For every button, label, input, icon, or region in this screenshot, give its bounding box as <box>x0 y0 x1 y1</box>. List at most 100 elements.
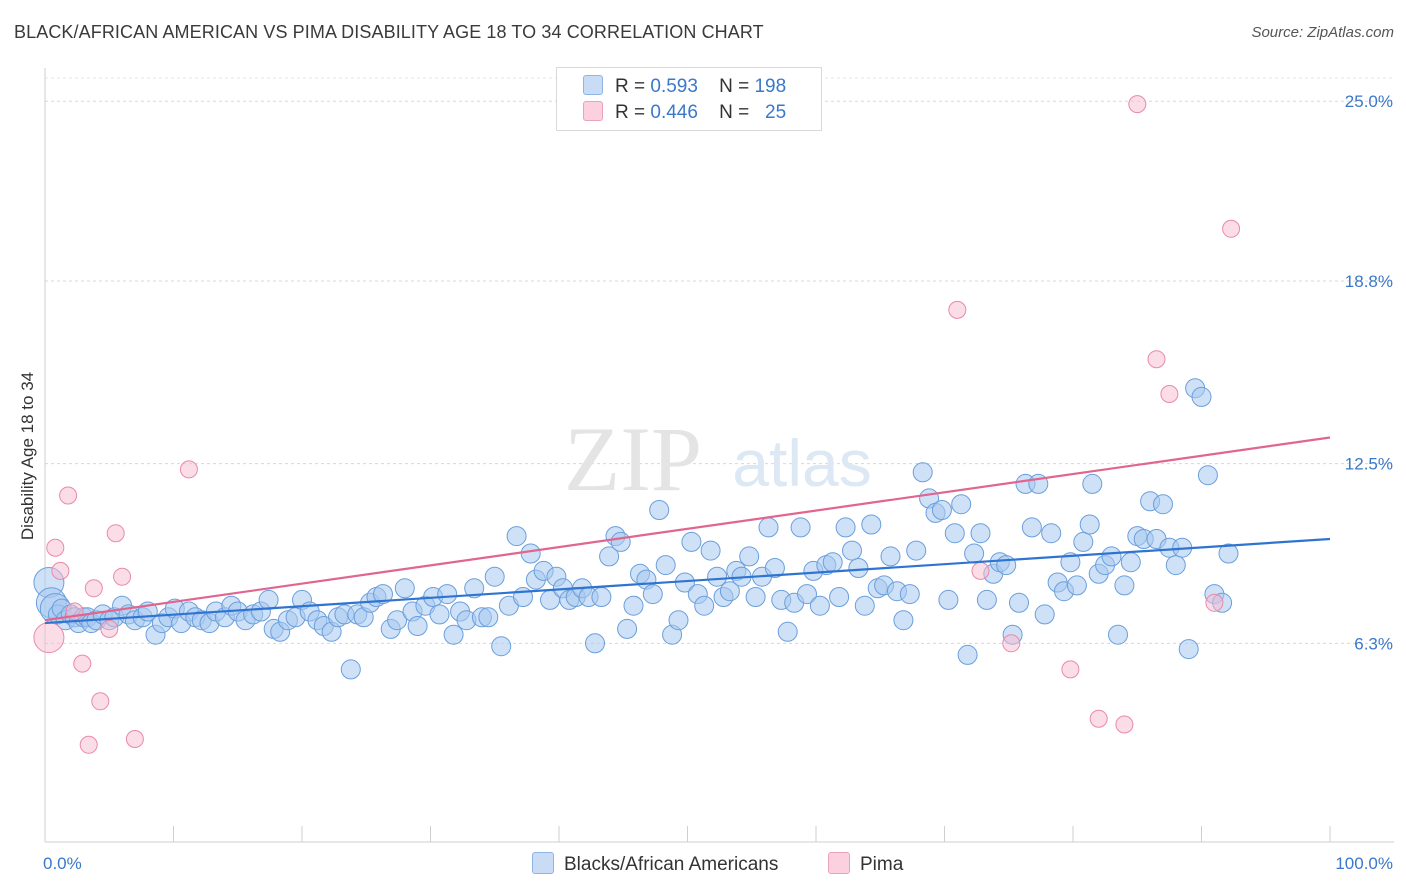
point-blacks <box>739 546 760 567</box>
point-blacks <box>649 500 670 520</box>
point-blacks <box>777 621 798 642</box>
point-blacks <box>506 526 527 547</box>
point-blacks <box>809 595 830 616</box>
point-blacks <box>617 618 638 639</box>
bottom-legend-swatch-pima <box>828 852 850 874</box>
point-pima <box>1205 593 1224 612</box>
point-blacks <box>964 543 985 564</box>
point-blacks <box>938 589 959 610</box>
legend-r-label: R = <box>615 76 646 97</box>
point-pima <box>79 735 98 754</box>
point-blacks <box>655 555 676 576</box>
point-pima <box>91 692 110 711</box>
point-blacks <box>443 624 464 645</box>
watermark-atlas: atlas <box>732 426 871 500</box>
legend-r-value: 0.446 <box>650 102 698 123</box>
point-blacks <box>1153 494 1173 515</box>
legend-swatch-pima <box>583 101 603 121</box>
gridlines <box>45 77 1394 644</box>
point-blacks <box>407 616 428 636</box>
bottom-legend-label-blacks: Blacks/African Americans <box>564 854 779 875</box>
legend-row-pima: R = 0.446 N = 25 <box>583 101 786 127</box>
point-blacks <box>861 514 882 535</box>
point-blacks <box>790 517 811 538</box>
legend-r-label: R = <box>615 102 646 123</box>
point-blacks <box>1120 552 1141 573</box>
point-blacks <box>976 589 997 610</box>
x-tick-label: 100.0% <box>1335 854 1393 873</box>
trend-lines <box>44 436 1331 625</box>
point-blacks <box>623 595 644 616</box>
point-blacks <box>478 607 499 628</box>
point-blacks <box>668 610 689 631</box>
legend-n-value: 25 <box>765 102 787 123</box>
watermark: ZIP atlas <box>564 408 872 510</box>
legend-n-label: N = <box>719 76 750 97</box>
point-pima <box>73 654 92 673</box>
point-blacks <box>700 540 721 561</box>
point-pima <box>1222 219 1241 238</box>
point-blacks <box>591 587 612 607</box>
point-blacks <box>599 546 620 567</box>
point-blacks <box>842 540 862 561</box>
point-blacks <box>707 566 728 587</box>
point-blacks <box>835 517 856 538</box>
point-blacks <box>1079 514 1100 535</box>
point-blacks <box>899 584 920 605</box>
point-pima <box>948 300 967 319</box>
point-pima <box>100 619 119 638</box>
point-blacks <box>1066 575 1087 596</box>
point-blacks <box>642 584 663 605</box>
point-blacks <box>854 595 875 616</box>
point-blacks <box>1082 473 1103 494</box>
y-tick-label: 25.0% <box>1345 92 1393 111</box>
point-blacks <box>912 462 933 483</box>
point-pima <box>113 567 132 586</box>
point-blacks <box>437 584 458 605</box>
x-tick-label: 0.0% <box>43 854 82 873</box>
point-pima <box>179 460 198 479</box>
point-blacks <box>1108 624 1128 645</box>
point-blacks <box>258 589 279 610</box>
point-blacks <box>610 531 631 552</box>
point-blacks <box>880 546 901 567</box>
point-blacks <box>1218 543 1239 564</box>
legend-r-value: 0.593 <box>650 76 698 97</box>
bottom-legend: Blacks/African Americans Pima <box>0 852 1406 878</box>
trend-line-blacks <box>44 537 1331 625</box>
trend-line-pima <box>44 436 1331 622</box>
bottom-legend-blacks: Blacks/African Americans <box>532 852 778 876</box>
point-blacks <box>764 558 785 578</box>
point-blacks <box>1041 523 1062 544</box>
point-pima <box>51 561 70 580</box>
point-blacks <box>931 500 952 520</box>
point-pima <box>1002 634 1021 653</box>
point-blacks <box>944 523 965 544</box>
point-pima <box>33 622 65 654</box>
point-pima <box>1089 709 1108 728</box>
point-blacks <box>1060 552 1081 573</box>
legend-swatch-blacks <box>583 75 603 95</box>
legend-n-value: 198 <box>754 76 787 97</box>
point-blacks <box>1009 592 1029 613</box>
legend-row-blacks: R = 0.593 N = 198 <box>583 75 786 101</box>
point-blacks <box>340 659 361 680</box>
point-blacks <box>681 531 702 552</box>
point-blacks <box>373 584 393 605</box>
point-blacks <box>758 517 779 538</box>
point-blacks <box>1073 531 1094 552</box>
point-pima <box>1061 660 1080 679</box>
bottom-legend-pima: Pima <box>828 852 903 876</box>
point-blacks <box>745 587 766 607</box>
point-pima <box>971 561 990 580</box>
point-blacks <box>797 584 817 605</box>
y-tick-label: 6.3% <box>1354 634 1393 653</box>
point-blacks <box>719 581 740 602</box>
point-blacks <box>1165 555 1186 576</box>
point-blacks <box>429 604 450 625</box>
legend: R = 0.593 N = 198 R = 0.446 N = 25 <box>556 67 822 131</box>
bottom-legend-swatch-blacks <box>532 852 554 874</box>
series-blacks-points <box>33 378 1239 680</box>
point-pima <box>1147 350 1166 369</box>
point-blacks <box>585 633 605 654</box>
